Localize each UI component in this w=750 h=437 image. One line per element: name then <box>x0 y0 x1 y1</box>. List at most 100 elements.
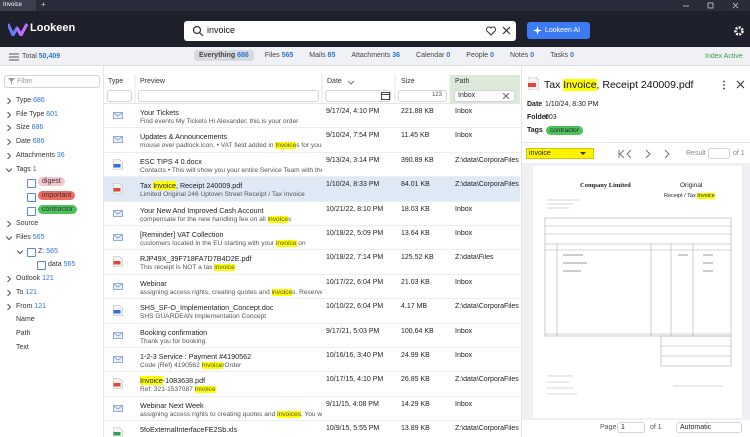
column-header[interactable]: Type <box>108 78 124 85</box>
find-text[interactable]: invoice <box>529 150 551 157</box>
expander[interactable] <box>17 249 23 255</box>
find-nav[interactable] <box>618 150 676 158</box>
window-controls[interactable] <box>675 0 750 11</box>
result-row[interactable]: Your New And Improved Cash Account compen… <box>104 202 520 226</box>
find-box[interactable] <box>526 148 594 159</box>
expander[interactable] <box>6 276 12 283</box>
tab[interactable]: Notes 0 <box>505 50 539 61</box>
expander[interactable] <box>6 235 12 241</box>
tree-item[interactable]: important <box>38 190 76 200</box>
result-row[interactable]: Webinar Next Week assigning access rights… <box>104 397 520 422</box>
result-row[interactable]: SHS_SF-O_Implementation_Concept.doc SHS G… <box>104 299 520 324</box>
window-tab[interactable]: Invoice <box>0 0 36 11</box>
column-header[interactable]: Size <box>401 78 415 85</box>
result-row[interactable]: RJP49X_39F718FA7D7B4D2E.pdf This receipt … <box>104 250 520 275</box>
text-part: -1083638.pdf <box>162 376 206 386</box>
tab[interactable]: Tasks 0 <box>545 50 579 61</box>
result-row[interactable]: ESC TIPS 4 0.docx Contacts • This will sh… <box>104 153 520 178</box>
search-text[interactable]: invoice <box>207 25 236 35</box>
expander[interactable] <box>6 167 12 173</box>
settings-icon[interactable] <box>733 25 745 37</box>
expander[interactable] <box>6 303 12 310</box>
clear-icon[interactable] <box>503 93 509 99</box>
tab[interactable]: Files 565 <box>260 50 298 61</box>
expander[interactable] <box>6 289 12 296</box>
tree-item[interactable]: Size 686 <box>16 124 43 131</box>
tab[interactable]: Calendar 0 <box>411 50 455 61</box>
ai-label[interactable]: Lookeen AI <box>545 27 581 34</box>
page-input[interactable]: 1 <box>617 422 645 433</box>
tags-label: Tags <box>527 127 543 134</box>
column-header[interactable]: Path <box>455 78 470 85</box>
tree-item[interactable]: Z: 565 <box>38 248 58 255</box>
search-box[interactable] <box>184 21 516 41</box>
date-filter[interactable] <box>325 90 391 102</box>
ai-icon <box>533 26 542 35</box>
result-row[interactable]: Invoice-1083638.pdf Ref: 321-1537087 Invo… <box>104 372 520 397</box>
tag-chip[interactable]: contractor <box>546 126 583 135</box>
size-filter[interactable] <box>398 90 447 102</box>
tree-item[interactable]: Text <box>16 344 29 351</box>
tree-item[interactable]: Attachments 36 <box>16 152 65 159</box>
tree-item[interactable]: Type 686 <box>16 97 45 104</box>
path-filter[interactable] <box>454 90 515 102</box>
preview-filter[interactable] <box>138 90 319 102</box>
search-actions[interactable] <box>486 26 512 36</box>
checkbox[interactable] <box>37 261 46 271</box>
result-row[interactable]: Updates & Announcements mouse over padloc… <box>104 128 520 153</box>
result-row[interactable]: [Reminder] VAT Collection customers locat… <box>104 226 520 251</box>
expander[interactable] <box>6 139 12 146</box>
column-header[interactable]: Date <box>327 78 342 85</box>
expander[interactable] <box>6 125 12 132</box>
document-page <box>533 166 742 418</box>
tree-item[interactable]: From 121 <box>16 303 46 310</box>
result-row[interactable]: Webinar assigning access rights, creating… <box>104 275 520 300</box>
checkbox[interactable] <box>27 247 36 257</box>
find-dropdown[interactable] <box>580 151 586 156</box>
tree-item[interactable]: Date 686 <box>16 138 44 145</box>
expander[interactable] <box>6 111 12 118</box>
tree-item[interactable]: data 565 <box>48 261 75 268</box>
checkbox[interactable] <box>27 206 36 216</box>
tree-item[interactable]: Files 565 <box>16 234 44 241</box>
new-tab[interactable]: + <box>41 0 46 9</box>
tree-item[interactable]: Source <box>16 220 38 227</box>
result-row[interactable]: 5foExternalInterfaceFE2Sb.xls 10/9/15, 5:… <box>104 421 520 437</box>
expander[interactable] <box>6 221 12 228</box>
filter-placeholder[interactable]: Filter <box>17 78 33 85</box>
expander[interactable] <box>6 98 12 104</box>
tree-item[interactable]: Name <box>16 316 35 323</box>
ai-button[interactable] <box>527 22 590 39</box>
result-row[interactable]: Your Tickets Find events My Tickets Hi Al… <box>104 104 520 129</box>
tab-label: Calendar <box>416 52 445 59</box>
tree-item[interactable]: To 121 <box>16 289 37 296</box>
tree-label: Name <box>16 316 35 324</box>
checkbox[interactable] <box>27 192 36 202</box>
tab[interactable]: Attachments 36 <box>346 50 405 61</box>
type-filter[interactable] <box>107 90 132 102</box>
tab[interactable]: Mails 85 <box>304 50 340 61</box>
result-row[interactable]: Booking confirmation Thank you for bookin… <box>104 324 520 348</box>
column-header[interactable]: Preview <box>140 78 165 85</box>
result-row[interactable]: Tax Invoice, Receipt 240009.pdf Limited O… <box>104 177 520 202</box>
tree-item[interactable]: Outlook 121 <box>16 275 54 282</box>
expander[interactable] <box>6 152 12 159</box>
tree-item[interactable]: digest <box>38 177 65 187</box>
tree-item[interactable]: Path <box>16 330 30 337</box>
filter-box[interactable] <box>4 75 100 88</box>
tab[interactable]: Everything 686 <box>194 50 254 61</box>
pane-actions[interactable] <box>722 80 746 90</box>
size-filter-text[interactable]: 123 <box>432 92 443 98</box>
tree-item[interactable]: contractor <box>38 204 78 214</box>
row-path: Inbox <box>455 278 473 286</box>
zoom-select[interactable]: Automatic <box>676 422 742 433</box>
result-input[interactable] <box>708 148 730 159</box>
path-filter-text[interactable]: Inbox <box>458 92 476 99</box>
tree-item[interactable]: Tags 1 <box>16 166 37 173</box>
tree-item[interactable]: File Type 601 <box>16 111 58 118</box>
checkbox[interactable] <box>27 179 36 189</box>
result-row[interactable]: 1-2-3 Service : Payment #4190562 Code (Re… <box>104 348 520 373</box>
menu-icon[interactable] <box>9 53 19 61</box>
tab[interactable]: People 0 <box>461 50 499 61</box>
calendar-icon[interactable] <box>381 91 390 100</box>
